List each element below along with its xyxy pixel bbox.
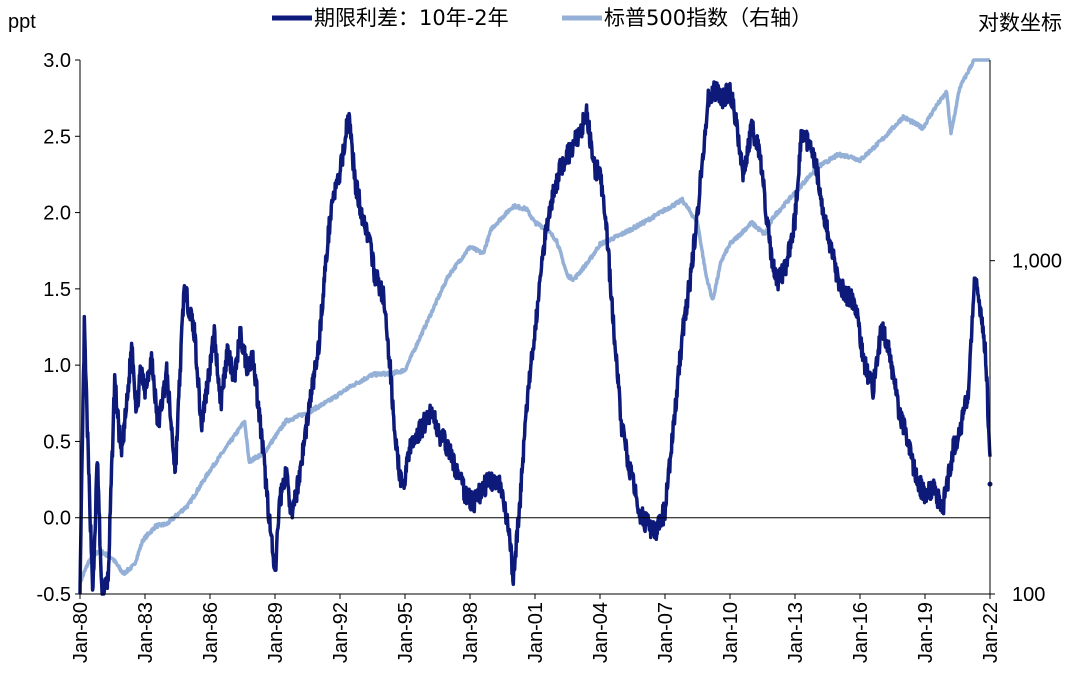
left-tick-label: 0.5: [43, 431, 71, 453]
axis-frame: [79, 60, 991, 595]
left-tick-label: -0.5: [37, 584, 71, 606]
x-tick-label: Jan-22: [980, 602, 1002, 663]
left-tick-label: 0.0: [43, 508, 71, 530]
x-tick-label: Jan-92: [330, 602, 352, 663]
right-tick-label: 100: [1012, 584, 1045, 606]
series-line-term-spread: [78, 80, 992, 596]
right-axis-unit-label: 对数坐标: [978, 11, 1062, 35]
left-axis: -0.5 0.0 0.5 1.0 1.5 2.0 2.5 3.0: [37, 50, 80, 606]
x-tick-label: Jan-19: [915, 602, 937, 663]
legend-label-sp500: 标普500指数（右轴）: [604, 6, 812, 30]
left-tick-label: 3.0: [43, 50, 71, 72]
x-tick-label: Jan-16: [850, 602, 872, 663]
x-tick-label: Jan-07: [655, 602, 677, 663]
x-tick-label: Jan-95: [395, 602, 417, 663]
x-tick-label: Jan-98: [460, 602, 482, 663]
x-tick-label: Jan-10: [720, 602, 742, 663]
right-axis: 100 1,000: [990, 251, 1062, 606]
x-tick-label: Jan-83: [135, 602, 157, 663]
left-axis-unit-label: ppt: [8, 11, 36, 33]
x-tick-label: Jan-86: [200, 602, 222, 663]
x-tick-label: Jan-13: [785, 602, 807, 663]
x-axis: Jan-80 Jan-83 Jan-86 Jan-89 Jan-92 Jan-95 Jan-…: [70, 594, 1002, 663]
left-tick-label: 2.5: [43, 126, 71, 148]
legend: 期限利差：10年-2年 标普500指数（右轴）: [272, 6, 812, 30]
x-tick-label: Jan-04: [590, 602, 612, 663]
right-tick-label: 1,000: [1012, 251, 1062, 273]
legend-label-term-spread: 期限利差：10年-2年: [314, 6, 509, 30]
series-line-sp500: [78, 58, 992, 585]
x-tick-label: Jan-80: [70, 602, 92, 663]
x-tick-label: Jan-01: [525, 602, 547, 663]
left-tick-label: 1.0: [43, 355, 71, 377]
x-tick-label: Jan-89: [265, 602, 287, 663]
left-tick-label: 1.5: [43, 279, 71, 301]
left-tick-label: 2.0: [43, 203, 71, 225]
series-layer: [78, 58, 993, 596]
